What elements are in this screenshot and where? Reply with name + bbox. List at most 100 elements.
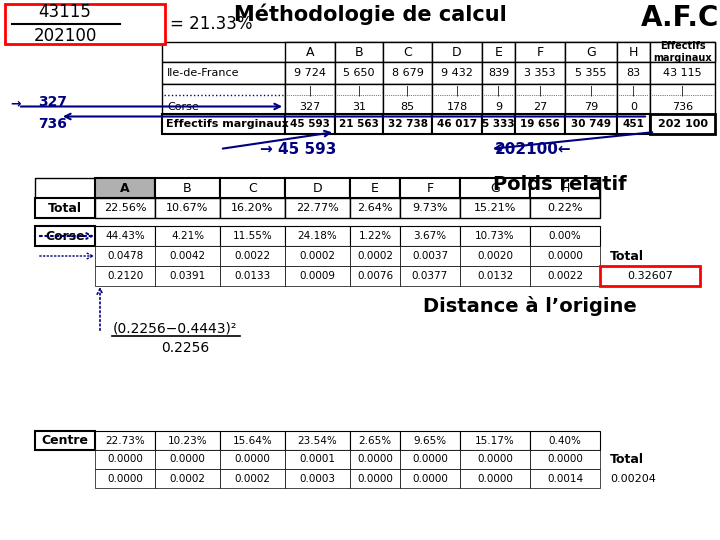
Text: 0.0000: 0.0000 [357,474,393,483]
Bar [460,198,530,218]
Text: 27: 27 [533,102,547,111]
Text: Méthodologie de calcul: Méthodologie de calcul [233,3,506,25]
Text: A: A [120,181,130,194]
Bar [95,431,155,450]
Text: 0.0076: 0.0076 [357,271,393,281]
Bar [285,450,350,469]
Text: 0.0000: 0.0000 [412,474,448,483]
Text: 0.0000: 0.0000 [477,474,513,483]
Bar [460,450,530,469]
Bar [460,246,530,266]
Bar [285,246,350,266]
Text: (0.2256−0.4443)²: (0.2256−0.4443)² [113,321,237,335]
Text: 24.18%: 24.18% [297,231,338,241]
Text: Centre: Centre [42,434,89,447]
Bar [530,450,600,469]
Bar [565,84,617,114]
Text: 19 656: 19 656 [520,119,560,129]
Bar [460,226,530,246]
Bar [530,266,600,286]
Bar [515,84,565,114]
Bar [530,246,600,266]
Bar [220,226,285,246]
Text: 9.65%: 9.65% [413,435,446,445]
Bar [400,469,460,488]
Bar [350,450,400,469]
Bar [285,226,350,246]
Text: 0.2256: 0.2256 [161,341,209,355]
Text: →: → [10,97,20,110]
Bar [650,42,715,62]
Text: 0.0002: 0.0002 [235,474,271,483]
Bar [530,178,600,198]
Bar [155,178,220,198]
Bar [400,246,460,266]
Text: 0.0014: 0.0014 [547,474,583,483]
Bar [432,62,482,84]
Text: 0.0009: 0.0009 [300,271,336,281]
Text: |: | [308,85,312,96]
Text: 22.73%: 22.73% [105,435,145,445]
Text: 178: 178 [446,102,467,111]
Bar [35,198,95,218]
Bar [400,226,460,246]
Bar [162,62,285,84]
Text: 736: 736 [672,102,693,111]
Text: 0.0000: 0.0000 [547,251,583,261]
Text: 43115: 43115 [39,3,91,21]
Text: 44.43%: 44.43% [105,231,145,241]
Text: A: A [306,45,314,58]
Text: 327: 327 [300,102,320,111]
Bar [432,114,482,134]
Text: 43 115: 43 115 [663,68,702,78]
Text: B: B [183,181,192,194]
Text: Total: Total [610,249,644,262]
Bar [565,114,617,134]
Text: 5 650: 5 650 [343,68,374,78]
Bar [400,450,460,469]
Bar [162,84,285,114]
Bar [285,431,350,450]
Bar [383,84,432,114]
Bar [95,266,155,286]
Text: D: D [312,181,323,194]
Text: Total: Total [48,201,82,214]
Bar [460,178,530,198]
Bar [350,246,400,266]
Text: Corse: Corse [167,103,199,112]
Bar [155,266,220,286]
Text: 0.0132: 0.0132 [477,271,513,281]
Text: 9 432: 9 432 [441,68,473,78]
Bar [350,198,400,218]
Bar [285,42,335,62]
Text: E: E [495,45,503,58]
Text: Ile-de-France: Ile-de-France [167,68,240,78]
Text: 4.21%: 4.21% [171,231,204,241]
Text: 839: 839 [488,68,509,78]
Text: |: | [539,85,541,96]
Text: 0.0022: 0.0022 [547,271,583,281]
Text: 9 724: 9 724 [294,68,326,78]
Text: 21 563: 21 563 [339,119,379,129]
Text: 10.23%: 10.23% [168,435,207,445]
Text: 0.0000: 0.0000 [235,455,271,464]
Text: 22.56%: 22.56% [104,203,146,213]
Bar [482,84,515,114]
Text: 83: 83 [626,68,641,78]
Text: 0: 0 [630,102,637,111]
Text: = 21.33%: = 21.33% [170,15,253,33]
Bar [95,226,155,246]
Bar [530,226,600,246]
Text: 736: 736 [38,117,67,131]
Bar [335,42,383,62]
Text: 0.2120: 0.2120 [107,271,143,281]
Bar [400,431,460,450]
Text: 0.0000: 0.0000 [170,455,205,464]
Text: 0.0000: 0.0000 [107,474,143,483]
Text: Corse: Corse [45,230,85,242]
Text: 0.0000: 0.0000 [412,455,448,464]
Text: 11.55%: 11.55% [233,231,272,241]
Text: E: E [371,181,379,194]
Text: 0.0002: 0.0002 [357,251,393,261]
Bar [95,450,155,469]
